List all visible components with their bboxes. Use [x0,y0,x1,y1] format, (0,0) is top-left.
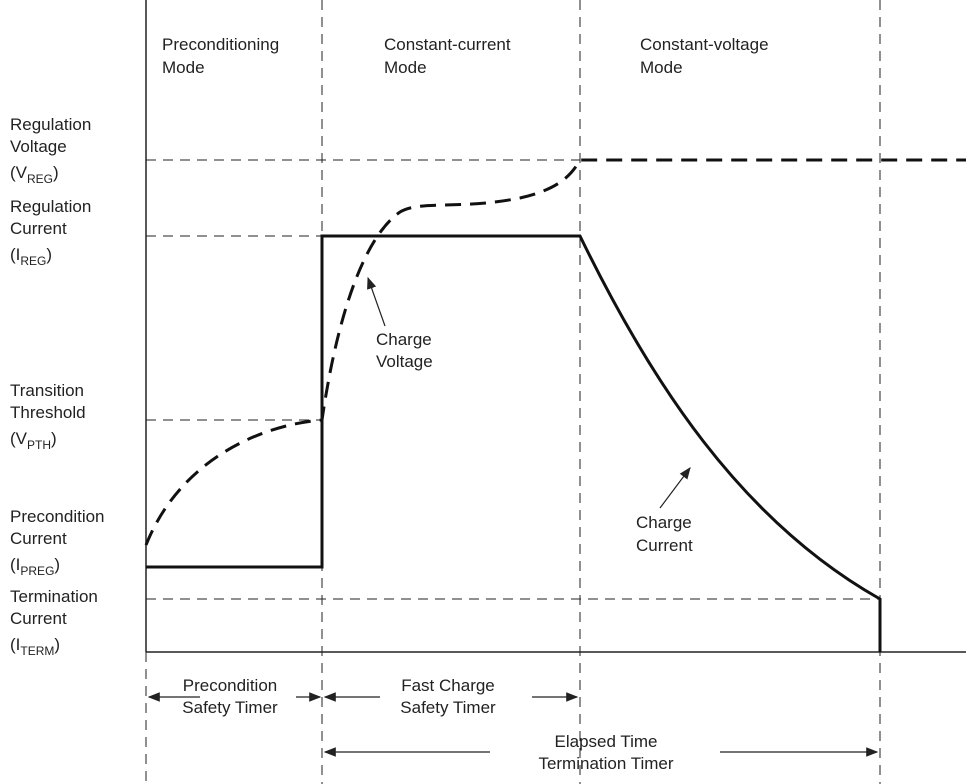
charge-voltage-curve [144,158,966,546]
level-label: Precondition [10,507,105,526]
symbol-main: (V [10,429,28,448]
timer-label: Safety Timer [400,698,496,717]
annotation: Current [636,536,693,555]
level-label: Current [10,609,67,628]
mode-label: Mode [640,58,683,77]
level-label: Regulation [10,197,91,216]
annotation: Voltage [376,352,433,371]
level-symbol: (ITERM) [10,635,60,658]
mode-label: Constant-current [384,35,511,54]
annotation: Charge [376,330,432,349]
level-label: Voltage [10,137,67,156]
mode-label: Preconditioning [162,35,279,54]
symbol-main: (I [10,555,20,574]
level-symbol: (IPREG) [10,555,60,578]
symbol-sub: PTH [27,438,51,452]
mode-label: Constant-voltage [640,35,769,54]
level-label: Current [10,529,67,548]
annotation: Charge [636,513,692,532]
level-label: Current [10,219,67,238]
timer-label: Elapsed Time [555,732,658,751]
labels: Preconditioning Mode Constant-current Mode C… [10,35,769,773]
symbol-main: ) [53,163,59,182]
timer-label: Termination Timer [538,754,673,773]
level-symbol: (VPTH) [10,429,57,452]
symbol-main: (I [10,245,20,264]
symbol-sub: REG [27,172,53,186]
symbol-main: ) [46,245,52,264]
symbol-main: ) [54,635,60,654]
mode-label: Mode [162,58,205,77]
symbol-sub: REG [20,254,46,268]
symbol-main: ) [51,429,57,448]
timer-label: Fast Charge [401,676,495,695]
level-label: Regulation [10,115,91,134]
symbol-sub: TERM [20,644,54,658]
mode-label: Mode [384,58,427,77]
level-label: Transition [10,381,84,400]
symbol-sub: PREG [20,564,54,578]
level-label: Threshold [10,403,86,422]
level-label: Termination [10,587,98,606]
level-symbol: (VREG) [10,163,59,186]
level-symbol: (IREG) [10,245,52,268]
charge-current-curve [146,234,882,652]
arrows [147,276,879,757]
symbol-main: ) [54,555,60,574]
guide-lines [145,0,881,784]
symbol-main: (V [10,163,28,182]
timer-label: Precondition [183,676,278,695]
symbol-main: (I [10,635,20,654]
timer-label: Safety Timer [182,698,278,717]
axes [145,0,966,653]
